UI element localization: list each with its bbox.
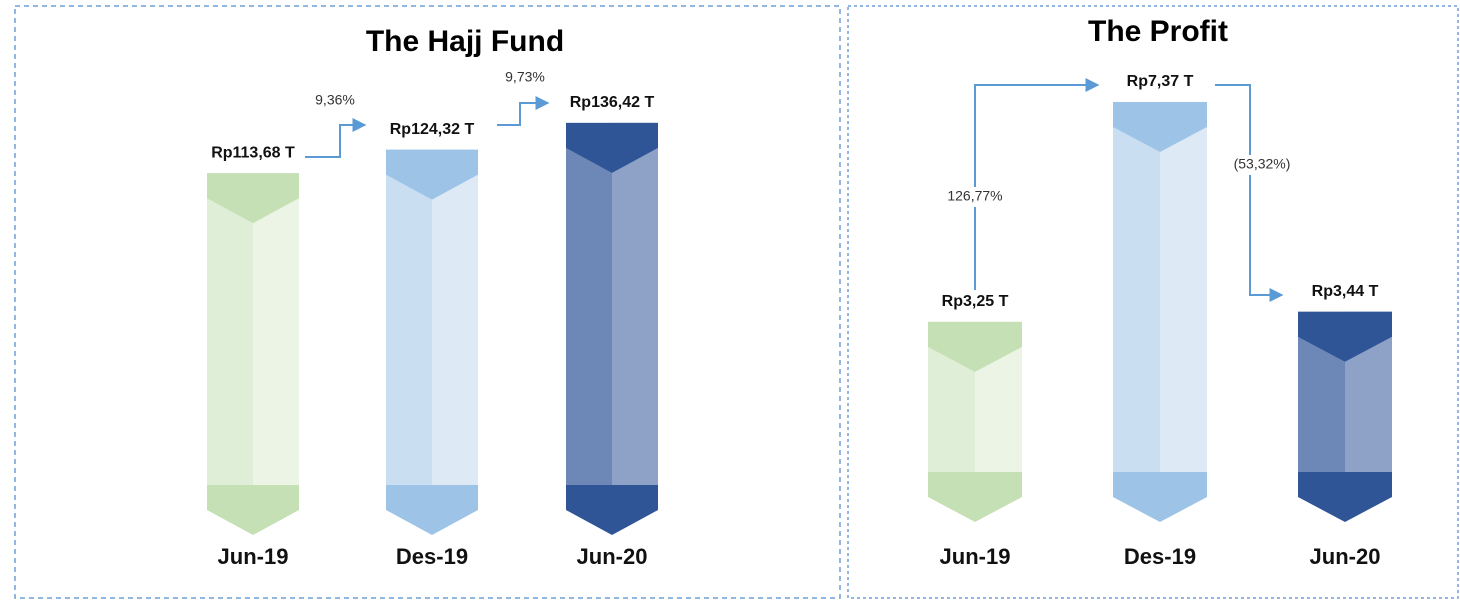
growth-arrow — [1215, 84, 1284, 302]
bar-top-chevron — [566, 122, 658, 173]
annotation: 9,36% — [315, 92, 355, 108]
bar-bottom-arrow — [386, 485, 478, 535]
bar-highlight — [1160, 101, 1207, 497]
panel-border — [847, 5, 1459, 599]
annotation: 126,77% — [947, 188, 1002, 204]
bar-highlight — [253, 173, 299, 511]
growth-arrow — [497, 96, 550, 126]
annotation-bg — [939, 187, 1011, 207]
value-label: Rp3,25 T — [942, 293, 1009, 310]
bar-bottom-arrow — [566, 485, 658, 535]
x-tick-label: Des-19 — [1124, 544, 1196, 569]
value-label: Rp113,68 T — [211, 144, 295, 161]
chart-title: The Hajj Fund — [366, 25, 564, 58]
x-tick-label: Jun-20 — [577, 544, 648, 569]
chart-title: The Profit — [1088, 15, 1228, 48]
panel-border — [14, 5, 841, 599]
x-tick-label: Jun-20 — [1310, 544, 1381, 569]
annotation-bg — [1226, 155, 1298, 175]
bar-top-chevron — [1298, 311, 1392, 362]
bar-bottom-arrow — [1298, 472, 1392, 522]
x-tick-label: Des-19 — [396, 544, 468, 569]
bar-bottom-arrow — [1113, 472, 1207, 522]
bar-highlight — [432, 149, 478, 510]
annotation: 9,73% — [505, 69, 545, 85]
bar-bottom-arrow — [207, 485, 299, 535]
value-label: Rp7,37 T — [1127, 73, 1194, 90]
bar-bottom-arrow — [928, 472, 1022, 522]
annotation: (53,32%) — [1234, 156, 1291, 172]
value-label: Rp124,32 T — [390, 121, 475, 138]
bar-top-chevron — [1113, 101, 1207, 152]
bar-top-chevron — [207, 173, 299, 224]
bar-highlight — [612, 122, 658, 510]
value-label: Rp136,42 T — [570, 94, 655, 111]
growth-arrow — [974, 78, 1100, 290]
x-tick-label: Jun-19 — [218, 544, 289, 569]
growth-arrow — [305, 118, 367, 158]
value-label: Rp3,44 T — [1312, 283, 1379, 300]
bar-top-chevron — [386, 149, 478, 200]
x-tick-label: Jun-19 — [940, 544, 1011, 569]
bar-top-chevron — [928, 321, 1022, 372]
